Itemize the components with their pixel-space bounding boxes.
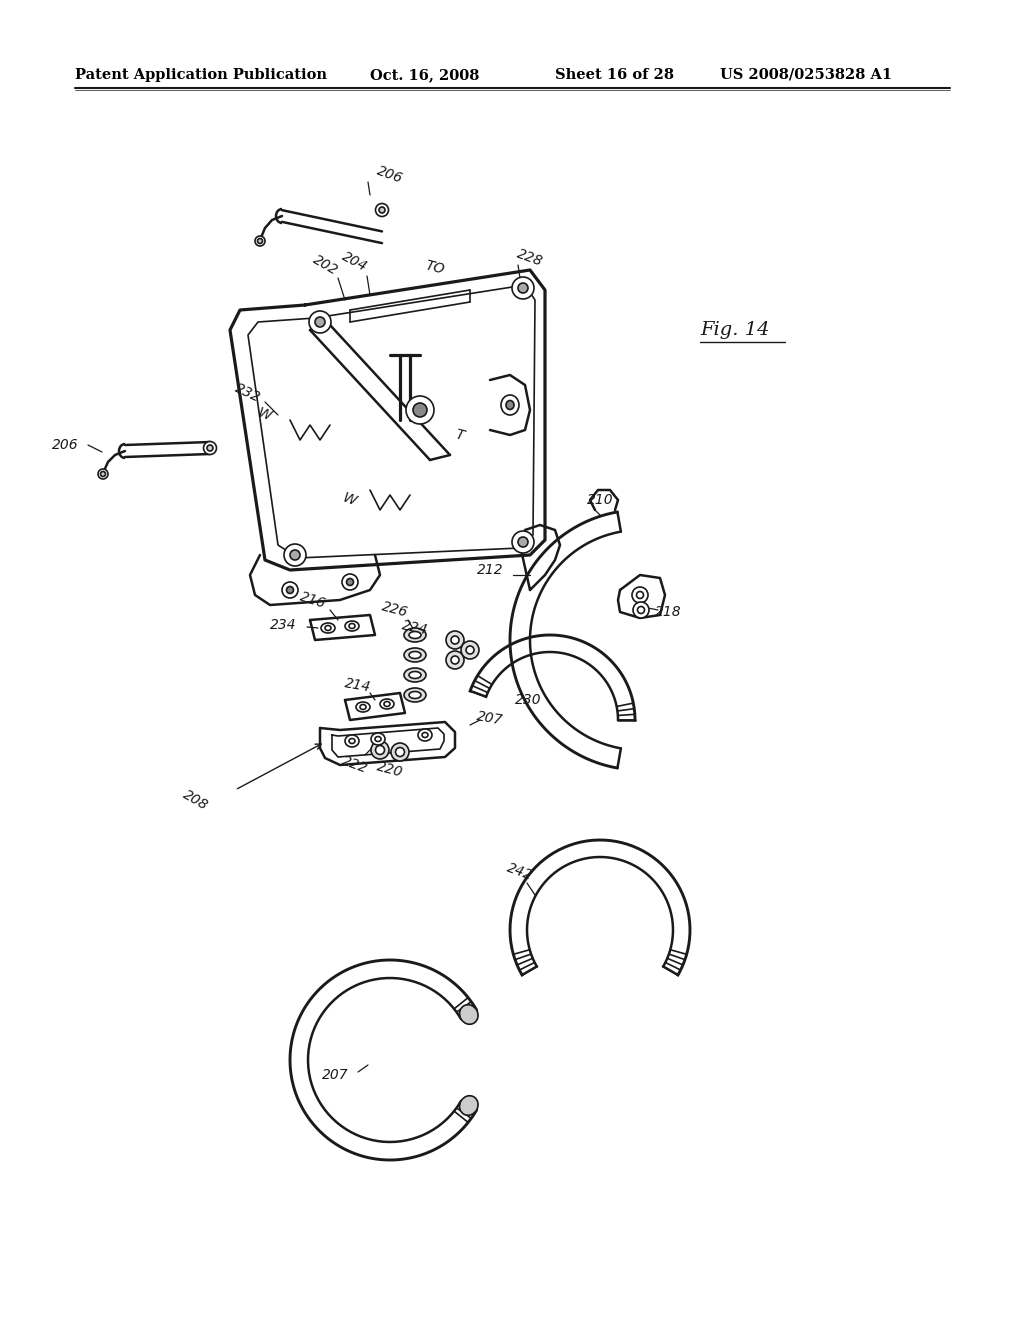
Text: Sheet 16 of 28: Sheet 16 of 28 — [555, 69, 674, 82]
Ellipse shape — [282, 582, 298, 598]
Ellipse shape — [255, 236, 265, 246]
Text: 226: 226 — [380, 599, 410, 620]
Text: 210: 210 — [587, 492, 613, 507]
Ellipse shape — [409, 631, 421, 639]
Text: 216: 216 — [298, 589, 328, 611]
Ellipse shape — [315, 317, 325, 327]
Ellipse shape — [512, 531, 534, 553]
Text: TO: TO — [424, 259, 446, 277]
Ellipse shape — [406, 396, 434, 424]
Ellipse shape — [512, 277, 534, 300]
Text: 204: 204 — [340, 249, 370, 275]
Ellipse shape — [371, 741, 389, 759]
Ellipse shape — [379, 207, 385, 213]
Ellipse shape — [404, 668, 426, 682]
Ellipse shape — [451, 636, 459, 644]
Ellipse shape — [395, 747, 404, 756]
Ellipse shape — [446, 631, 464, 649]
Text: Oct. 16, 2008: Oct. 16, 2008 — [370, 69, 479, 82]
Ellipse shape — [342, 574, 358, 590]
Ellipse shape — [501, 395, 519, 414]
Ellipse shape — [451, 656, 459, 664]
Ellipse shape — [257, 239, 262, 243]
Text: 218: 218 — [654, 605, 681, 619]
Ellipse shape — [466, 645, 474, 653]
Ellipse shape — [290, 550, 300, 560]
Ellipse shape — [633, 602, 649, 618]
Text: W: W — [341, 491, 358, 510]
Ellipse shape — [100, 471, 105, 477]
Text: 207: 207 — [322, 1068, 348, 1082]
Text: 228: 228 — [515, 247, 545, 269]
Text: 207: 207 — [476, 709, 505, 727]
Ellipse shape — [409, 672, 421, 678]
Ellipse shape — [518, 537, 528, 546]
Text: T: T — [454, 428, 466, 444]
Ellipse shape — [309, 312, 331, 333]
Text: 224: 224 — [400, 618, 429, 638]
Ellipse shape — [98, 469, 108, 479]
Ellipse shape — [376, 746, 384, 755]
Ellipse shape — [345, 620, 359, 631]
Text: 214: 214 — [344, 676, 373, 694]
Ellipse shape — [460, 1005, 478, 1024]
Ellipse shape — [446, 651, 464, 669]
Ellipse shape — [346, 578, 353, 586]
Text: W: W — [256, 407, 273, 424]
Ellipse shape — [404, 628, 426, 642]
Text: 232: 232 — [233, 381, 263, 405]
Ellipse shape — [287, 586, 294, 594]
Ellipse shape — [418, 729, 432, 741]
Text: 230: 230 — [515, 693, 542, 708]
Text: 212: 212 — [477, 564, 504, 577]
Text: Fig. 14: Fig. 14 — [700, 321, 769, 339]
Text: US 2008/0253828 A1: US 2008/0253828 A1 — [720, 69, 892, 82]
Ellipse shape — [461, 642, 479, 659]
Ellipse shape — [409, 692, 421, 698]
Ellipse shape — [409, 652, 421, 659]
Text: 234: 234 — [269, 618, 296, 632]
Ellipse shape — [284, 544, 306, 566]
Ellipse shape — [404, 688, 426, 702]
Text: Patent Application Publication: Patent Application Publication — [75, 69, 327, 82]
Text: 206: 206 — [51, 438, 78, 451]
Text: 206: 206 — [375, 164, 404, 186]
Text: 242: 242 — [505, 861, 535, 883]
Ellipse shape — [371, 733, 385, 744]
Ellipse shape — [380, 700, 394, 709]
Ellipse shape — [413, 403, 427, 417]
Text: 208: 208 — [180, 787, 210, 813]
Ellipse shape — [404, 648, 426, 663]
Ellipse shape — [204, 441, 216, 454]
Ellipse shape — [376, 203, 388, 216]
Ellipse shape — [391, 743, 409, 762]
Ellipse shape — [321, 623, 335, 634]
Ellipse shape — [460, 1096, 478, 1115]
Ellipse shape — [518, 282, 528, 293]
Ellipse shape — [207, 445, 213, 451]
Ellipse shape — [345, 735, 359, 747]
Ellipse shape — [632, 587, 648, 603]
Ellipse shape — [506, 400, 514, 409]
Text: 220: 220 — [376, 760, 404, 780]
Text: 222: 222 — [340, 754, 370, 776]
Text: 202: 202 — [310, 252, 340, 277]
Ellipse shape — [356, 702, 370, 711]
